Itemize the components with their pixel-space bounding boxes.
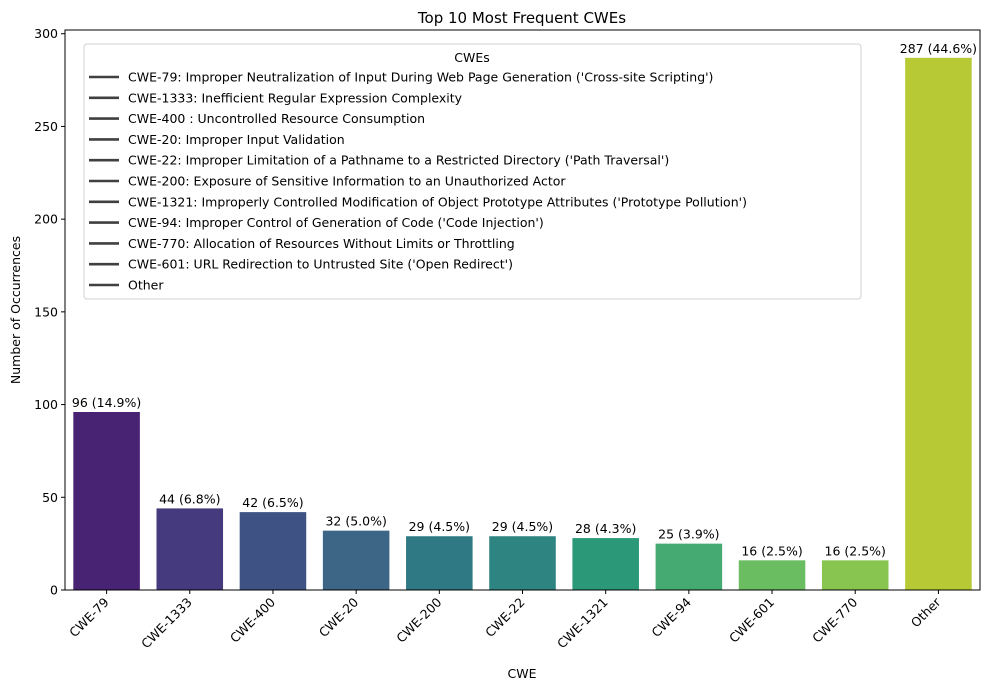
data-label: 96 (14.9%) bbox=[72, 395, 141, 410]
legend-entry: CWE-79: Improper Neutralization of Input… bbox=[128, 70, 713, 85]
legend-entry: CWE-1333: Inefficient Regular Expression… bbox=[128, 90, 463, 105]
legend-entry: CWE-22: Improper Limitation of a Pathnam… bbox=[128, 153, 669, 168]
bar-cwe-601 bbox=[738, 560, 806, 590]
legend-entry: CWE-94: Improper Control of Generation o… bbox=[128, 215, 544, 230]
legend-entry: CWE-601: URL Redirection to Untrusted Si… bbox=[128, 257, 513, 272]
bar-cwe-200 bbox=[406, 536, 473, 590]
x-tick-label: CWE-94 bbox=[648, 594, 694, 640]
data-label: 29 (4.5%) bbox=[492, 519, 553, 534]
x-tick-label: CWE-1321 bbox=[554, 595, 611, 652]
chart-title: Top 10 Most Frequent CWEs bbox=[417, 9, 626, 27]
legend-entry: Other bbox=[128, 278, 164, 293]
bar-other bbox=[905, 57, 972, 591]
x-tick-label: CWE-79 bbox=[66, 594, 112, 640]
x-axis-label: CWE bbox=[508, 666, 537, 681]
data-label: 25 (3.9%) bbox=[658, 527, 719, 542]
y-axis-label: Number of Occurrences bbox=[8, 236, 23, 384]
y-axis: 0 50 100 150 200 250 300 bbox=[34, 26, 65, 598]
data-label: 16 (2.5%) bbox=[825, 543, 886, 558]
y-tick-label: 300 bbox=[34, 26, 58, 41]
bar-cwe-20 bbox=[322, 530, 390, 590]
bar-cwe-94 bbox=[655, 543, 723, 590]
x-tick-label: CWE-200 bbox=[393, 594, 444, 645]
x-tick-label: CWE-601 bbox=[726, 595, 777, 646]
x-tick-label: CWE-400 bbox=[227, 594, 278, 645]
y-tick-label: 250 bbox=[34, 119, 58, 134]
x-tick-label: Other bbox=[908, 594, 944, 630]
legend-entry: CWE-20: Improper Input Validation bbox=[128, 132, 345, 147]
data-label: 32 (5.0%) bbox=[325, 514, 386, 529]
x-tick-label: CWE-770 bbox=[809, 594, 860, 645]
y-tick-label: 100 bbox=[34, 397, 58, 412]
data-label: 16 (2.5%) bbox=[741, 543, 802, 558]
bar-cwe-79 bbox=[73, 411, 140, 590]
legend: CWEs CWE-79: Improper Neutralization of … bbox=[83, 43, 862, 300]
data-label: 44 (6.8%) bbox=[159, 491, 220, 506]
legend-entry: CWE-1321: Improperly Controlled Modifica… bbox=[128, 194, 747, 209]
y-tick-label: 0 bbox=[50, 583, 58, 598]
y-tick-label: 50 bbox=[42, 490, 58, 505]
bar-cwe-770 bbox=[821, 560, 889, 590]
data-labels-group: 96 (14.9%) 44 (6.8%) 42 (6.5%) 32 (5.0%) 29 … bbox=[72, 41, 977, 559]
x-tick-label: CWE-1333 bbox=[138, 595, 195, 652]
legend-title: CWEs bbox=[454, 50, 490, 65]
x-tick-label: CWE-22 bbox=[482, 595, 528, 641]
data-label: 42 (6.5%) bbox=[242, 495, 303, 510]
x-tick-label: CWE-20 bbox=[316, 594, 362, 640]
bars-group bbox=[73, 57, 972, 591]
data-label: 29 (4.5%) bbox=[409, 519, 470, 534]
plot-frame bbox=[64, 29, 981, 591]
data-label: 287 (44.6%) bbox=[900, 41, 977, 56]
bar-cwe-22 bbox=[489, 536, 556, 590]
legend-box bbox=[83, 43, 862, 300]
bar-cwe-1321 bbox=[572, 538, 639, 590]
x-axis: CWE-79 CWE-1333 CWE-400 CWE-20 CWE-200 CWE-22… bbox=[66, 590, 944, 651]
data-label: 28 (4.3%) bbox=[575, 521, 636, 536]
legend-entry: CWE-400 : Uncontrolled Resource Consumpt… bbox=[128, 111, 425, 126]
y-tick-label: 200 bbox=[34, 212, 58, 227]
legend-entry: CWE-200: Exposure of Sensitive Informati… bbox=[128, 174, 566, 189]
bar-cwe-400 bbox=[239, 512, 307, 590]
legend-entries: CWE-79: Improper Neutralization of Input… bbox=[89, 70, 747, 293]
bar-cwe-1333 bbox=[156, 508, 224, 590]
legend-entry: CWE-770: Allocation of Resources Without… bbox=[128, 236, 515, 251]
y-tick-label: 150 bbox=[34, 304, 58, 319]
